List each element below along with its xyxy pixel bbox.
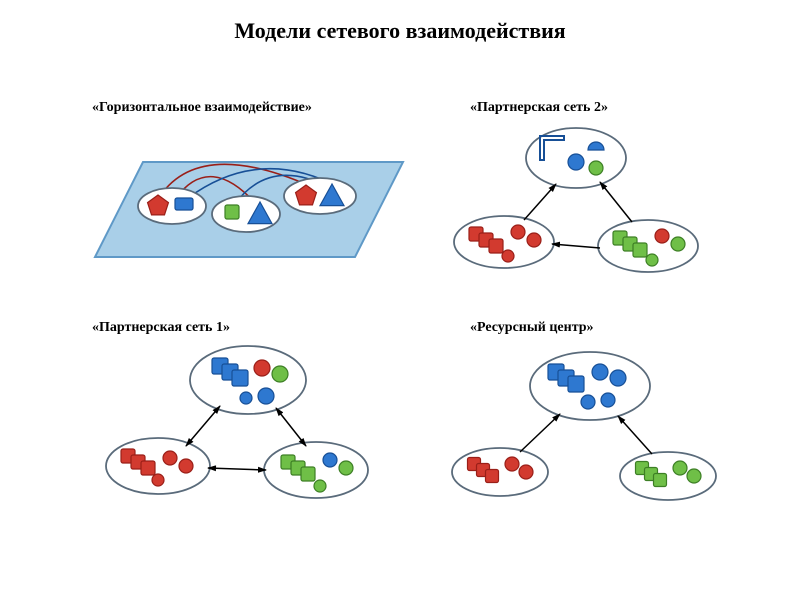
page-root: Модели сетевого взаимодействия «Горизонт… (0, 0, 800, 600)
diagram-stage (0, 0, 800, 600)
